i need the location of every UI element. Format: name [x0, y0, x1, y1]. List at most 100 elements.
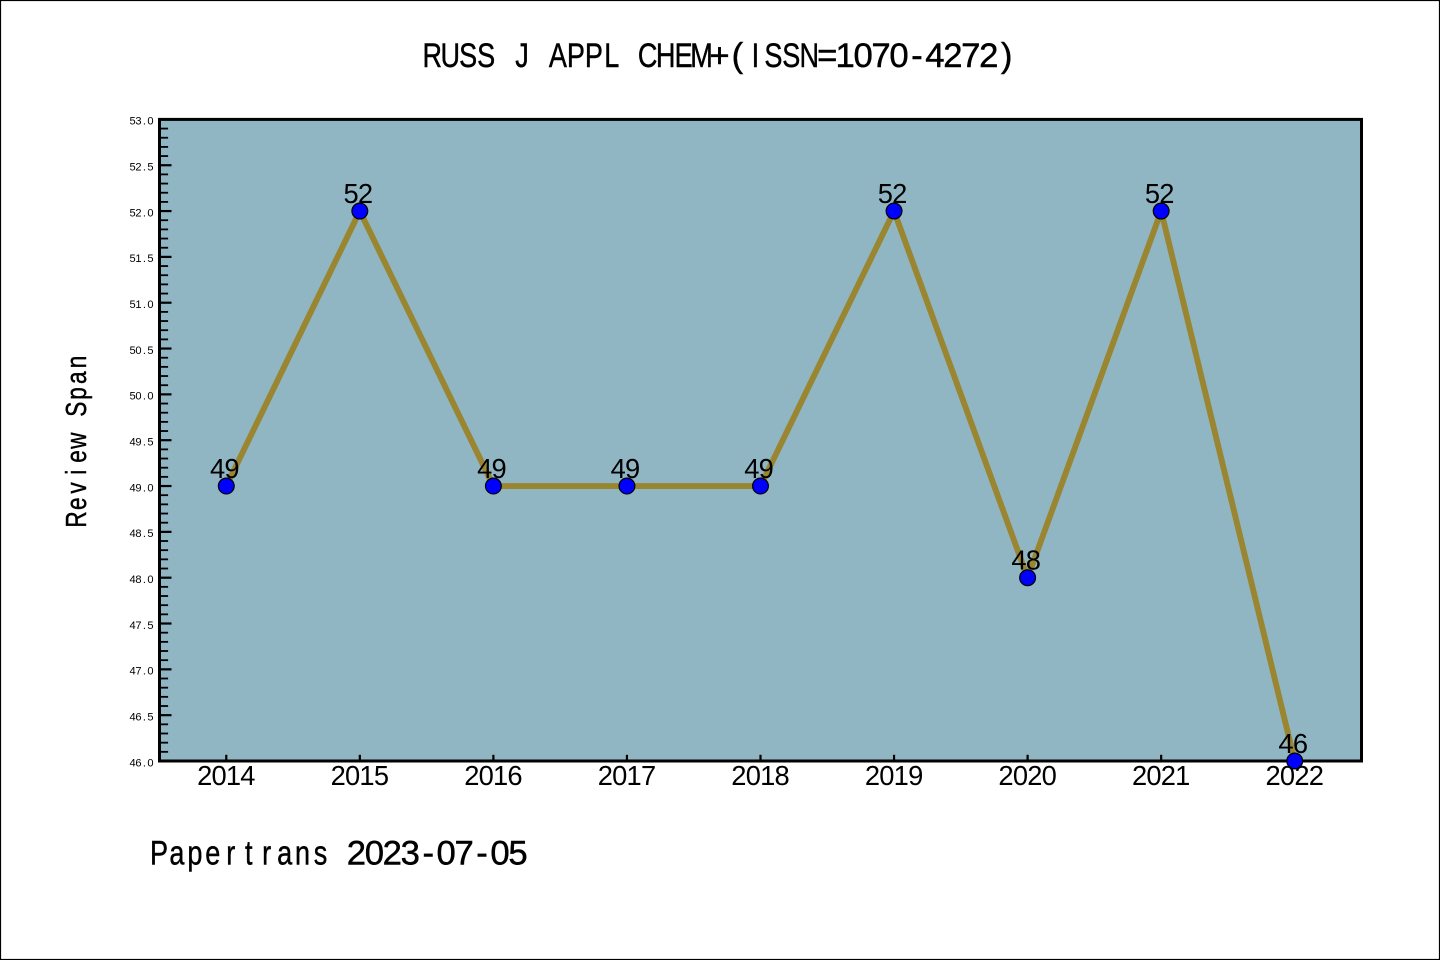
svg-text:.: .: [143, 162, 146, 174]
svg-text:4: 4: [129, 528, 135, 540]
svg-text:+: +: [709, 37, 729, 75]
svg-text:(: (: [732, 37, 744, 75]
svg-text:7: 7: [135, 620, 141, 632]
svg-text:0: 0: [345, 760, 360, 791]
svg-text:6: 6: [1293, 728, 1308, 759]
svg-text:2: 2: [1027, 760, 1042, 791]
svg-text:i: i: [59, 470, 92, 475]
svg-text:2: 2: [358, 178, 373, 209]
svg-text:): ): [1001, 37, 1013, 75]
svg-text:2: 2: [135, 162, 141, 174]
svg-text:2: 2: [1161, 760, 1176, 791]
svg-text:4: 4: [129, 437, 135, 449]
svg-text:8: 8: [135, 574, 141, 586]
svg-text:6: 6: [135, 757, 141, 769]
svg-text:0: 0: [479, 760, 494, 791]
svg-text:5: 5: [129, 345, 135, 357]
svg-text:0: 0: [490, 835, 509, 873]
svg-text:6: 6: [507, 760, 522, 791]
svg-text:S: S: [782, 36, 800, 75]
svg-text:N: N: [799, 36, 819, 75]
svg-text:.: .: [143, 207, 146, 219]
svg-text:5: 5: [129, 162, 135, 174]
svg-text:-: -: [422, 835, 434, 873]
svg-text:4: 4: [129, 620, 135, 632]
svg-text:0: 0: [147, 757, 153, 769]
svg-text:S: S: [459, 36, 477, 75]
svg-text:P: P: [567, 36, 585, 75]
svg-text:t: t: [245, 833, 253, 872]
svg-text:5: 5: [129, 207, 135, 219]
svg-text:-: -: [476, 835, 488, 873]
svg-text:0: 0: [365, 835, 384, 873]
svg-text:5: 5: [129, 299, 135, 311]
svg-text:0: 0: [147, 574, 153, 586]
svg-text:4: 4: [129, 757, 135, 769]
svg-text:=: =: [817, 37, 837, 75]
svg-text:2: 2: [892, 178, 907, 209]
svg-text:A: A: [549, 36, 567, 75]
svg-text:0: 0: [879, 760, 894, 791]
svg-text:R: R: [423, 36, 443, 75]
svg-text:0: 0: [135, 391, 141, 403]
svg-text:0: 0: [853, 37, 872, 75]
svg-text:0: 0: [135, 345, 141, 357]
svg-text:.: .: [143, 299, 146, 311]
svg-text:S: S: [764, 36, 782, 75]
svg-text:p: p: [59, 387, 92, 400]
svg-text:5: 5: [147, 711, 153, 723]
svg-text:8: 8: [775, 760, 790, 791]
svg-text:2: 2: [943, 37, 962, 75]
svg-text:1: 1: [135, 299, 141, 311]
svg-text:0: 0: [147, 116, 153, 128]
svg-text:9: 9: [491, 453, 506, 484]
svg-text:S: S: [59, 402, 92, 417]
svg-text:2: 2: [598, 760, 613, 791]
svg-text:a: a: [169, 833, 185, 872]
svg-text:5: 5: [129, 391, 135, 403]
svg-text:7: 7: [454, 835, 473, 873]
svg-text:0: 0: [147, 666, 153, 678]
svg-text:.: .: [143, 620, 146, 632]
svg-text:1: 1: [135, 253, 141, 265]
svg-text:0: 0: [1146, 760, 1161, 791]
svg-text:U: U: [440, 36, 460, 75]
svg-text:2: 2: [331, 760, 346, 791]
svg-text:1: 1: [627, 760, 642, 791]
svg-text:7: 7: [871, 37, 890, 75]
svg-text:n: n: [295, 833, 310, 872]
svg-text:5: 5: [147, 162, 153, 174]
svg-text:5: 5: [147, 345, 153, 357]
svg-text:5: 5: [878, 178, 893, 209]
svg-text:e: e: [205, 833, 220, 872]
svg-text:C: C: [638, 36, 658, 75]
svg-text:a: a: [277, 833, 293, 872]
svg-text:S: S: [477, 36, 495, 75]
svg-text:0: 0: [437, 835, 456, 873]
svg-text:8: 8: [1026, 545, 1041, 576]
svg-text:1: 1: [359, 760, 374, 791]
svg-text:2: 2: [347, 835, 366, 873]
svg-text:1: 1: [760, 760, 775, 791]
svg-text:.: .: [143, 437, 146, 449]
svg-text:0: 0: [147, 482, 153, 494]
svg-text:M: M: [690, 36, 713, 75]
svg-text:n: n: [59, 356, 92, 369]
svg-text:0: 0: [1042, 760, 1057, 791]
svg-text:3: 3: [135, 116, 141, 128]
svg-text:5: 5: [508, 835, 527, 873]
svg-text:4: 4: [477, 453, 492, 484]
svg-text:s: s: [314, 833, 328, 872]
svg-text:7: 7: [961, 37, 980, 75]
svg-text:5: 5: [129, 116, 135, 128]
svg-text:.: .: [143, 711, 146, 723]
svg-text:.: .: [143, 345, 146, 357]
svg-text:9: 9: [224, 453, 239, 484]
svg-text:P: P: [585, 36, 603, 75]
svg-text:5: 5: [129, 253, 135, 265]
svg-text:8: 8: [135, 528, 141, 540]
svg-text:E: E: [675, 36, 693, 75]
svg-text:6: 6: [135, 711, 141, 723]
svg-text:4: 4: [129, 482, 135, 494]
svg-text:9: 9: [759, 453, 774, 484]
